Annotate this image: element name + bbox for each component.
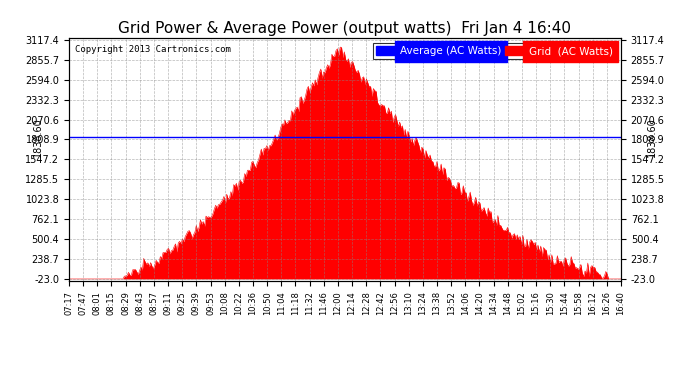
Legend: Average (AC Watts), Grid  (AC Watts): Average (AC Watts), Grid (AC Watts) bbox=[373, 43, 615, 59]
Title: Grid Power & Average Power (output watts)  Fri Jan 4 16:40: Grid Power & Average Power (output watts… bbox=[119, 21, 571, 36]
Text: 1838.60: 1838.60 bbox=[33, 117, 43, 157]
Text: 1838.60: 1838.60 bbox=[647, 117, 657, 157]
Text: Copyright 2013 Cartronics.com: Copyright 2013 Cartronics.com bbox=[75, 45, 230, 54]
